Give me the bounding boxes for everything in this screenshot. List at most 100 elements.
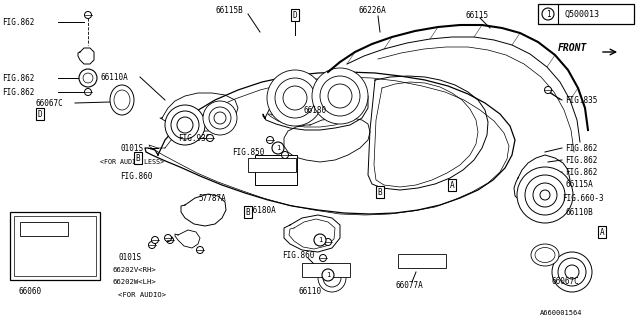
Circle shape xyxy=(203,101,237,135)
Text: 1: 1 xyxy=(318,237,322,243)
Text: FIG.862: FIG.862 xyxy=(565,167,597,177)
Circle shape xyxy=(328,84,352,108)
Text: 66115B: 66115B xyxy=(215,5,243,14)
Circle shape xyxy=(323,269,341,287)
Circle shape xyxy=(320,76,360,116)
Bar xyxy=(255,155,297,185)
Circle shape xyxy=(282,151,289,158)
Circle shape xyxy=(517,167,573,223)
Text: FIG.660-3: FIG.660-3 xyxy=(562,194,604,203)
Circle shape xyxy=(272,142,284,154)
Text: 66115A: 66115A xyxy=(565,180,593,188)
Bar xyxy=(538,4,634,24)
Circle shape xyxy=(164,235,172,242)
Text: 66060: 66060 xyxy=(18,287,41,297)
Text: 1: 1 xyxy=(276,145,280,151)
Bar xyxy=(302,263,350,277)
Text: FIG.862: FIG.862 xyxy=(2,87,35,97)
Text: FRONT: FRONT xyxy=(558,43,588,53)
Circle shape xyxy=(552,252,592,292)
Bar xyxy=(10,212,100,280)
Text: 66180: 66180 xyxy=(303,106,326,115)
Circle shape xyxy=(324,238,332,245)
Circle shape xyxy=(267,70,323,126)
Circle shape xyxy=(214,112,226,124)
Circle shape xyxy=(545,86,552,93)
Ellipse shape xyxy=(114,90,130,110)
Text: 66226A: 66226A xyxy=(358,5,386,14)
Text: D: D xyxy=(292,11,298,20)
Text: 66180A: 66180A xyxy=(248,205,276,214)
Circle shape xyxy=(84,12,92,19)
Text: 0101S: 0101S xyxy=(118,253,141,262)
Text: FIG.930: FIG.930 xyxy=(178,133,211,142)
Text: 66202W<LH>: 66202W<LH> xyxy=(112,279,156,285)
Text: 66110A: 66110A xyxy=(100,73,128,82)
Text: FIG.862: FIG.862 xyxy=(565,143,597,153)
Circle shape xyxy=(79,69,97,87)
Circle shape xyxy=(318,264,346,292)
Text: 66067C: 66067C xyxy=(35,99,63,108)
Circle shape xyxy=(207,134,214,141)
Text: 66110B: 66110B xyxy=(565,207,593,217)
Circle shape xyxy=(166,236,173,244)
Circle shape xyxy=(542,8,554,20)
Circle shape xyxy=(165,105,205,145)
Text: 66110: 66110 xyxy=(298,287,321,297)
Text: 0101S: 0101S xyxy=(120,143,143,153)
Circle shape xyxy=(540,190,550,200)
Text: A660001564: A660001564 xyxy=(540,310,582,316)
Ellipse shape xyxy=(110,85,134,115)
Circle shape xyxy=(319,254,326,261)
Text: 66115: 66115 xyxy=(465,11,488,20)
Text: W130092: W130092 xyxy=(312,267,340,273)
Circle shape xyxy=(171,111,199,139)
Text: FIG.862: FIG.862 xyxy=(2,18,35,27)
Circle shape xyxy=(177,117,193,133)
Text: Q500013: Q500013 xyxy=(564,10,600,19)
Text: FIG.862: FIG.862 xyxy=(565,156,597,164)
Text: FIG.860: FIG.860 xyxy=(282,251,314,260)
Text: 66067C: 66067C xyxy=(552,277,580,286)
Circle shape xyxy=(148,242,156,249)
Circle shape xyxy=(283,86,307,110)
Circle shape xyxy=(196,246,204,253)
Circle shape xyxy=(565,265,579,279)
Text: FIG.835: FIG.835 xyxy=(565,95,597,105)
Circle shape xyxy=(83,73,93,83)
Circle shape xyxy=(312,68,368,124)
Text: <FOR AUDIO LESS>: <FOR AUDIO LESS> xyxy=(100,159,164,165)
Text: W130092: W130092 xyxy=(30,226,58,232)
Circle shape xyxy=(209,107,231,129)
Bar xyxy=(20,222,68,236)
Circle shape xyxy=(84,89,92,95)
Bar xyxy=(248,158,296,172)
Text: FIG.862: FIG.862 xyxy=(2,74,35,83)
Circle shape xyxy=(266,137,273,143)
Circle shape xyxy=(314,234,326,246)
Bar xyxy=(14,216,96,276)
Circle shape xyxy=(275,78,315,118)
Text: 1: 1 xyxy=(326,272,330,278)
Text: A: A xyxy=(450,180,454,189)
Bar xyxy=(398,254,446,268)
Ellipse shape xyxy=(535,247,555,262)
Text: A: A xyxy=(600,228,604,236)
Text: 66077A: 66077A xyxy=(395,281,423,290)
Text: B: B xyxy=(378,188,382,196)
Circle shape xyxy=(152,236,159,244)
Text: <FOR AUDIO>: <FOR AUDIO> xyxy=(118,292,166,298)
Circle shape xyxy=(525,175,565,215)
Text: W130092: W130092 xyxy=(258,162,286,168)
Text: B: B xyxy=(246,207,250,217)
Circle shape xyxy=(533,183,557,207)
Ellipse shape xyxy=(531,244,559,266)
Text: FIG.860: FIG.860 xyxy=(120,172,152,180)
Text: 66202V<RH>: 66202V<RH> xyxy=(112,267,156,273)
Circle shape xyxy=(558,258,586,286)
Text: 57787A: 57787A xyxy=(198,194,226,203)
Text: W130092: W130092 xyxy=(408,258,436,264)
Text: 1: 1 xyxy=(546,10,550,19)
Text: D: D xyxy=(38,109,42,118)
Circle shape xyxy=(322,269,334,281)
